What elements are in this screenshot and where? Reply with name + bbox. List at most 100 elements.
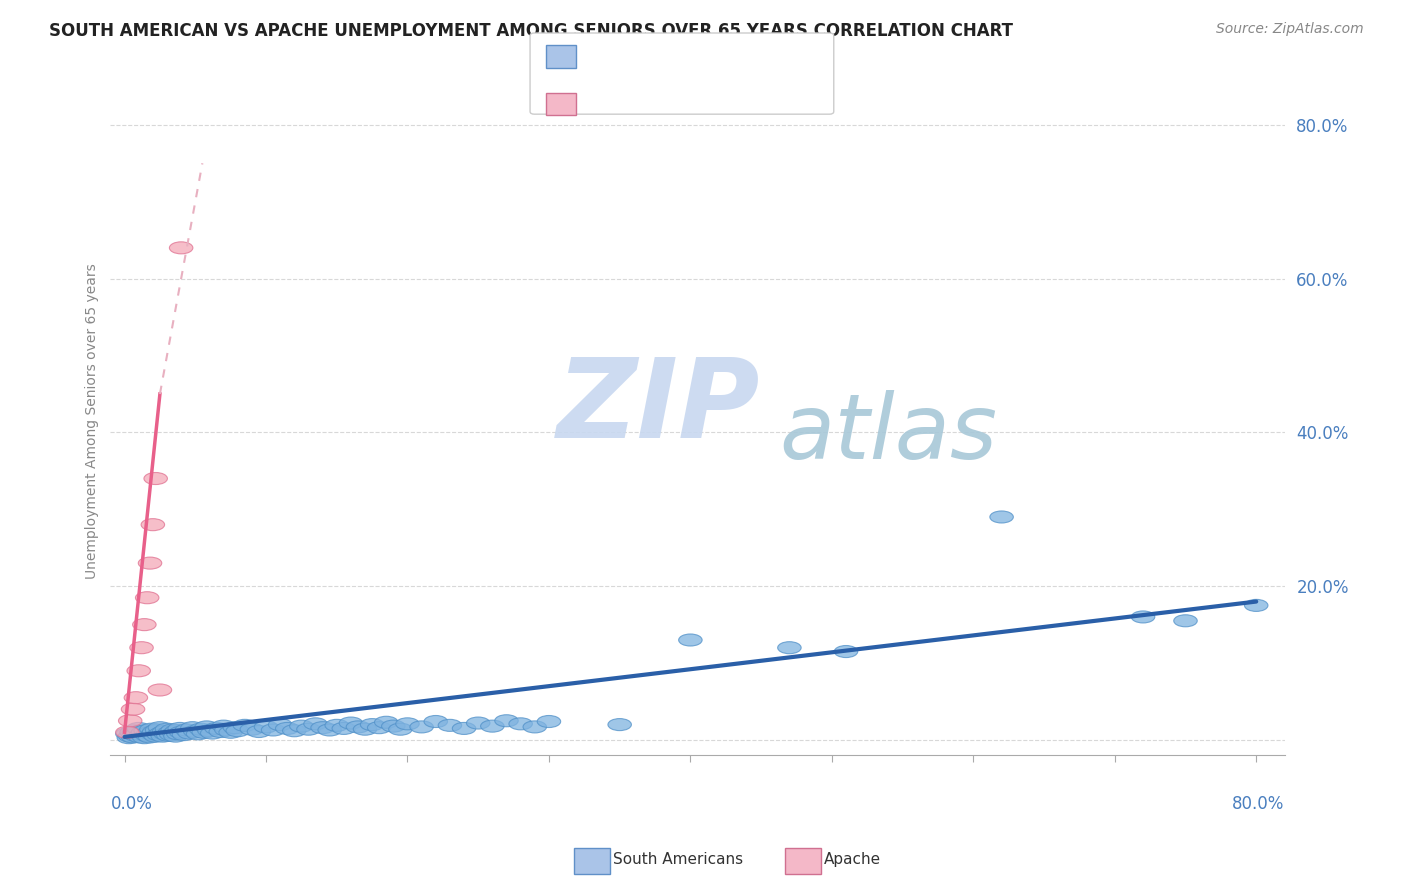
Ellipse shape: [283, 724, 307, 737]
Ellipse shape: [129, 641, 153, 654]
Ellipse shape: [136, 727, 160, 739]
Ellipse shape: [135, 730, 159, 741]
Ellipse shape: [201, 727, 224, 739]
Ellipse shape: [156, 730, 180, 741]
Ellipse shape: [155, 723, 179, 735]
Ellipse shape: [679, 634, 702, 646]
Ellipse shape: [135, 591, 159, 604]
Ellipse shape: [990, 511, 1014, 523]
Ellipse shape: [346, 721, 370, 733]
Ellipse shape: [127, 723, 150, 734]
Ellipse shape: [117, 731, 141, 744]
Ellipse shape: [153, 728, 177, 739]
Ellipse shape: [395, 718, 419, 730]
Ellipse shape: [184, 725, 207, 738]
Ellipse shape: [262, 724, 285, 736]
Ellipse shape: [388, 723, 412, 735]
Ellipse shape: [276, 723, 299, 734]
Text: 100: 100: [697, 46, 731, 61]
Ellipse shape: [148, 722, 172, 734]
Ellipse shape: [254, 721, 278, 733]
Ellipse shape: [425, 715, 447, 728]
Ellipse shape: [150, 731, 174, 742]
Ellipse shape: [120, 726, 143, 739]
Ellipse shape: [125, 728, 149, 739]
Ellipse shape: [146, 729, 170, 740]
Ellipse shape: [121, 703, 145, 715]
Ellipse shape: [339, 717, 363, 729]
Ellipse shape: [297, 723, 321, 735]
Ellipse shape: [166, 728, 190, 739]
Text: SOUTH AMERICAN VS APACHE UNEMPLOYMENT AMONG SENIORS OVER 65 YEARS CORRELATION CH: SOUTH AMERICAN VS APACHE UNEMPLOYMENT AM…: [49, 22, 1014, 40]
Ellipse shape: [145, 724, 169, 736]
Ellipse shape: [834, 646, 858, 657]
Ellipse shape: [205, 723, 228, 734]
Ellipse shape: [318, 724, 342, 736]
Ellipse shape: [198, 724, 221, 737]
Ellipse shape: [172, 729, 195, 740]
Ellipse shape: [129, 729, 153, 740]
Text: South Americans: South Americans: [613, 853, 744, 867]
Ellipse shape: [219, 726, 242, 739]
Ellipse shape: [607, 719, 631, 731]
Ellipse shape: [481, 720, 505, 732]
Ellipse shape: [247, 725, 271, 738]
Ellipse shape: [215, 724, 238, 736]
Ellipse shape: [138, 731, 162, 743]
Ellipse shape: [439, 719, 461, 731]
Ellipse shape: [176, 724, 198, 736]
Ellipse shape: [124, 730, 148, 741]
Ellipse shape: [162, 727, 186, 739]
Ellipse shape: [157, 726, 181, 739]
Ellipse shape: [193, 726, 215, 739]
Ellipse shape: [128, 731, 152, 743]
Ellipse shape: [141, 728, 165, 739]
Ellipse shape: [165, 724, 188, 737]
Ellipse shape: [226, 724, 249, 737]
Text: 0.0%: 0.0%: [111, 796, 152, 814]
Ellipse shape: [138, 558, 162, 569]
Ellipse shape: [1132, 611, 1154, 623]
Ellipse shape: [118, 731, 142, 742]
Ellipse shape: [115, 726, 139, 739]
Ellipse shape: [181, 722, 204, 734]
Ellipse shape: [353, 723, 377, 735]
Ellipse shape: [139, 723, 163, 735]
Text: ZIP: ZIP: [557, 354, 761, 461]
Ellipse shape: [224, 722, 246, 734]
Ellipse shape: [209, 725, 232, 738]
Ellipse shape: [509, 718, 533, 730]
Y-axis label: Unemployment Among Seniors over 65 years: Unemployment Among Seniors over 65 years: [86, 263, 100, 579]
Ellipse shape: [495, 714, 519, 727]
Ellipse shape: [118, 714, 142, 727]
Ellipse shape: [160, 724, 184, 736]
Ellipse shape: [115, 728, 139, 739]
Ellipse shape: [141, 518, 165, 531]
Ellipse shape: [332, 723, 356, 734]
Ellipse shape: [311, 722, 335, 734]
Ellipse shape: [325, 719, 349, 731]
Ellipse shape: [149, 727, 173, 739]
Ellipse shape: [121, 731, 145, 743]
Ellipse shape: [152, 725, 176, 738]
Ellipse shape: [187, 728, 209, 739]
Ellipse shape: [537, 715, 561, 728]
Text: N =: N =: [668, 46, 704, 61]
Ellipse shape: [167, 723, 191, 734]
Ellipse shape: [169, 242, 193, 254]
Text: Apache: Apache: [824, 853, 882, 867]
Ellipse shape: [778, 641, 801, 654]
Text: 80.0%: 80.0%: [1232, 796, 1285, 814]
Text: 13: 13: [702, 94, 724, 108]
Ellipse shape: [124, 691, 148, 704]
Ellipse shape: [131, 726, 155, 739]
Ellipse shape: [148, 684, 172, 696]
Ellipse shape: [132, 619, 156, 631]
Ellipse shape: [290, 720, 314, 732]
Ellipse shape: [240, 723, 263, 735]
Ellipse shape: [411, 721, 433, 733]
Ellipse shape: [169, 726, 193, 739]
Text: 0.364: 0.364: [613, 46, 664, 61]
Ellipse shape: [381, 720, 405, 732]
Ellipse shape: [1244, 599, 1268, 611]
